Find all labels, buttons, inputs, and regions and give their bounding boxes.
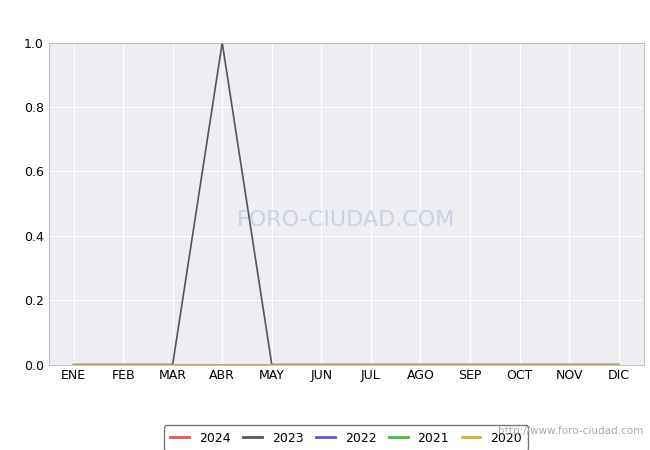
Legend: 2024, 2023, 2022, 2021, 2020: 2024, 2023, 2022, 2021, 2020 (164, 425, 528, 450)
Text: FORO-CIUDAD.COM: FORO-CIUDAD.COM (237, 210, 455, 230)
Text: http://www.foro-ciudad.com: http://www.foro-ciudad.com (499, 427, 644, 436)
Text: Matriculaciones de Vehiculos en Tórtoles: Matriculaciones de Vehiculos en Tórtoles (142, 8, 508, 26)
